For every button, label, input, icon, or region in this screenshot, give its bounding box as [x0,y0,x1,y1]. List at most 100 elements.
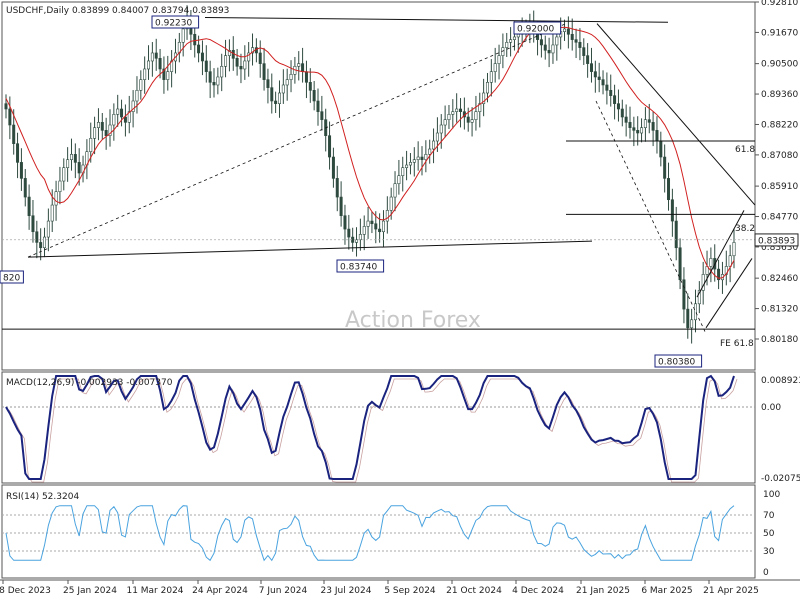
x-tick-label: 6 Mar 2025 [641,586,692,596]
candle-body [112,114,116,126]
price-tick-label: 0.84770 [761,213,798,223]
candle-body [312,90,316,102]
candle-body [709,258,713,267]
candle-body [555,36,559,46]
candle-body [46,220,50,238]
candle-body [8,108,12,126]
low-label-820: 820 [3,274,20,284]
candle-body [428,148,432,155]
rising-dashed-line [27,23,567,258]
low-label-0-8374-box [336,259,385,273]
macd-line [5,374,735,480]
candle-body [424,154,428,160]
candle-body [443,119,447,126]
candle-body [393,183,397,198]
candle-body [613,95,617,104]
candle-body [670,199,674,222]
candle-body [405,164,409,168]
fe-61-8-label: FE 61.8 [720,339,754,349]
rsi-axis-label: 70 [763,511,775,521]
candle-body [605,84,609,91]
candle-body [123,116,127,123]
candle-body [104,130,108,136]
candle-body [439,124,443,134]
candle-body [127,111,131,123]
price-tick-label: 0.81320 [761,305,798,315]
price-tick-label: 0.83630 [761,243,798,253]
candle-body [570,33,574,40]
candle-body [674,220,678,249]
candle-body [466,116,470,123]
rsi-label: RSI(14) 52.3204 [6,492,79,502]
low-label-820-box [0,270,24,284]
candle-body [663,156,667,179]
candle-body [108,124,112,136]
rsi-axis-label: 50 [763,529,775,539]
panel-frame-2 [1,484,756,579]
candle-body [497,55,501,64]
candle-body [647,119,651,123]
candle-body [593,71,597,78]
candle-body [478,103,482,112]
candle-body [39,242,43,249]
candle-body [493,63,497,72]
candle-body [335,178,339,198]
candle-body [274,100,278,104]
candle-body [717,268,721,281]
candle-body [181,28,185,43]
x-tick-label: 4 Dec 2024 [512,586,564,596]
candle-body [277,92,281,104]
candle-body [35,231,39,243]
price-tick-label: 0.88220 [761,120,798,130]
candle-body [408,162,412,166]
candle-body [651,122,655,131]
candle-body [343,215,347,230]
last-price-tag [754,233,799,247]
candle-body [23,178,27,198]
candle-body [547,49,551,54]
candle-body [262,63,266,80]
candle-body [347,228,351,238]
candle-body [93,127,97,139]
candle-body [62,167,66,182]
candle-body [640,127,644,134]
candle-body [320,111,324,120]
candle-body [459,108,463,112]
candle-body [378,228,382,233]
candle-body [131,100,135,112]
candle-body [543,44,547,51]
price-tick-label: 0.87080 [761,151,798,161]
x-tick-label: 7 Jun 2024 [259,586,308,596]
candle-body [139,79,143,91]
candle-body [135,90,139,102]
candle-body [516,33,520,38]
macd-axis-label: -0.020759 [761,474,800,484]
candle-body [208,71,212,83]
candle-body [636,130,640,134]
candle-body [659,140,663,158]
candle-body [447,114,451,120]
price-tick-label: 0.92810 [761,0,798,8]
candle-body [304,71,308,83]
candle-body [224,55,228,67]
candle-body [100,122,104,131]
candle-body [693,303,697,321]
candle-body [166,71,170,80]
x-tick-label: 23 Jul 2024 [321,586,372,596]
last-price-value: 0.83893 [758,236,795,246]
candle-body [455,108,459,112]
candle-body [150,52,154,62]
candle-body [301,63,305,72]
candle-body [147,60,151,70]
price-tick-label: 0.90500 [761,60,798,70]
candle-body [200,52,204,62]
candle-body [12,124,16,144]
price-tick-label: 0.82460 [761,274,798,284]
candle-body [243,60,247,70]
high-label-0-9200-box [513,21,562,35]
candle-body [73,154,77,163]
fib-61-8-label: 61.8 [735,145,755,155]
candle-body [632,127,636,131]
candle-body [416,156,420,160]
candle-body [289,74,293,80]
